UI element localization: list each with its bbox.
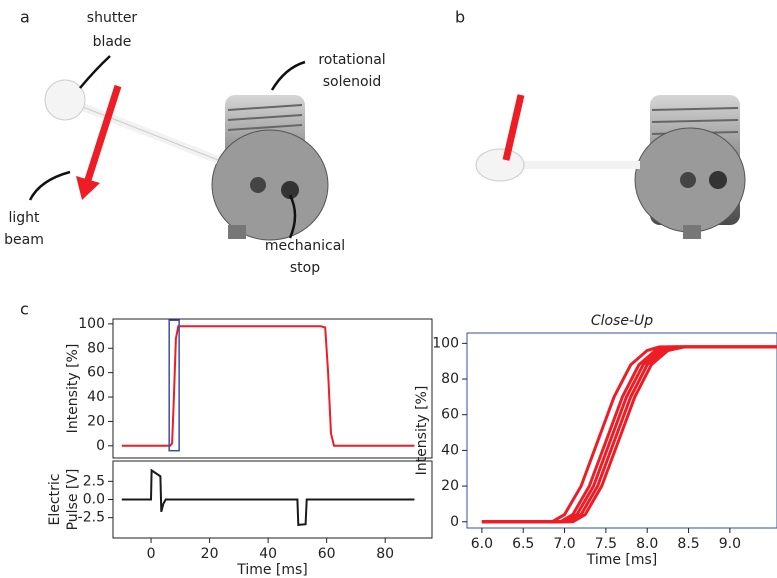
y-tick-label: 100 (432, 335, 459, 351)
x-tick-label: 9.0 (719, 536, 741, 552)
annotation: solenoid (323, 74, 382, 90)
annotation: stop (290, 260, 320, 276)
y-tick-label: 0 (450, 514, 459, 530)
data-line (481, 345, 777, 524)
x-tick-label: 80 (376, 546, 394, 562)
annotation: blade (93, 34, 132, 50)
y-tick-label: 20 (87, 413, 105, 429)
plot-frame (466, 332, 777, 529)
x-tick-label: 7.5 (595, 536, 617, 552)
panel-label: c (20, 300, 29, 319)
chart-title: Close-Up (591, 313, 653, 329)
y-tick-label: 80 (441, 371, 459, 387)
y-axis-label: Electric (47, 474, 63, 526)
y-tick-label: 60 (87, 365, 105, 381)
annotation: beam (4, 232, 44, 248)
data-line (481, 345, 777, 524)
photo-b (475, 94, 746, 239)
y-axis-label: Intensity [%] (414, 386, 430, 476)
highlight-box (168, 319, 180, 452)
photo-a (28, 55, 329, 241)
annotation: light (8, 210, 40, 226)
x-tick-label: 40 (259, 546, 277, 562)
x-tick-label: 7.0 (553, 536, 575, 552)
x-tick-label: 6.5 (512, 536, 534, 552)
x-axis-label: Time [ms] (236, 562, 308, 578)
y-axis-label: Intensity [%] (65, 344, 81, 434)
annotation: mechanical (265, 238, 345, 254)
y-tick-label: 2.5 (83, 473, 105, 489)
x-axis-label: Time [ms] (586, 552, 658, 568)
x-tick-label: 0 (147, 546, 156, 562)
y-tick-label: 0 (96, 438, 105, 454)
plot-frame (112, 318, 433, 459)
y-tick-label: 40 (441, 442, 459, 458)
y-tick-label: 100 (78, 316, 105, 332)
y-tick-label: 60 (441, 407, 459, 423)
panel-label: b (455, 8, 465, 27)
data-line (481, 345, 777, 524)
y-axis-label: Pulse [V] (65, 469, 81, 531)
x-tick-label: 60 (318, 546, 336, 562)
y-tick-label: 80 (87, 340, 105, 356)
panel-label: a (20, 8, 30, 27)
y-tick-label: 40 (87, 389, 105, 405)
annotation: shutter (87, 10, 138, 26)
y-tick-label: 0.0 (83, 492, 105, 508)
y-tick-label: 20 (441, 478, 459, 494)
data-line (121, 468, 415, 526)
x-tick-label: 8.5 (677, 536, 699, 552)
y-tick-label: -2.5 (78, 510, 105, 526)
x-tick-label: 8.0 (636, 536, 658, 552)
x-tick-label: 20 (201, 546, 219, 562)
data-line (481, 345, 777, 524)
x-tick-label: 6.0 (471, 536, 493, 552)
data-line (481, 345, 777, 524)
annotation: rotational (318, 52, 385, 68)
data-line (121, 325, 415, 447)
